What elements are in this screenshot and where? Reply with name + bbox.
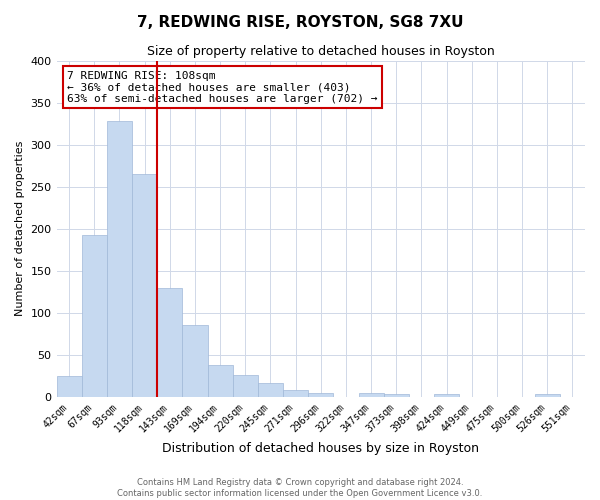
Bar xyxy=(107,121,132,397)
Text: 7, REDWING RISE, ROYSTON, SG8 7XU: 7, REDWING RISE, ROYSTON, SG8 7XU xyxy=(137,15,463,30)
Bar xyxy=(434,394,459,397)
Y-axis label: Number of detached properties: Number of detached properties xyxy=(15,141,25,316)
Bar xyxy=(182,324,208,397)
Bar xyxy=(359,392,383,397)
Bar xyxy=(157,288,182,397)
Bar xyxy=(132,174,157,397)
Bar xyxy=(283,390,308,397)
X-axis label: Distribution of detached houses by size in Royston: Distribution of detached houses by size … xyxy=(162,442,479,455)
Title: Size of property relative to detached houses in Royston: Size of property relative to detached ho… xyxy=(147,45,494,58)
Text: Contains HM Land Registry data © Crown copyright and database right 2024.
Contai: Contains HM Land Registry data © Crown c… xyxy=(118,478,482,498)
Bar xyxy=(258,382,283,397)
Bar xyxy=(208,365,233,397)
Bar xyxy=(308,392,334,397)
Text: 7 REDWING RISE: 108sqm
← 36% of detached houses are smaller (403)
63% of semi-de: 7 REDWING RISE: 108sqm ← 36% of detached… xyxy=(67,70,377,104)
Bar xyxy=(535,394,560,397)
Bar xyxy=(383,394,409,397)
Bar xyxy=(56,376,82,397)
Bar xyxy=(233,375,258,397)
Bar xyxy=(82,234,107,397)
